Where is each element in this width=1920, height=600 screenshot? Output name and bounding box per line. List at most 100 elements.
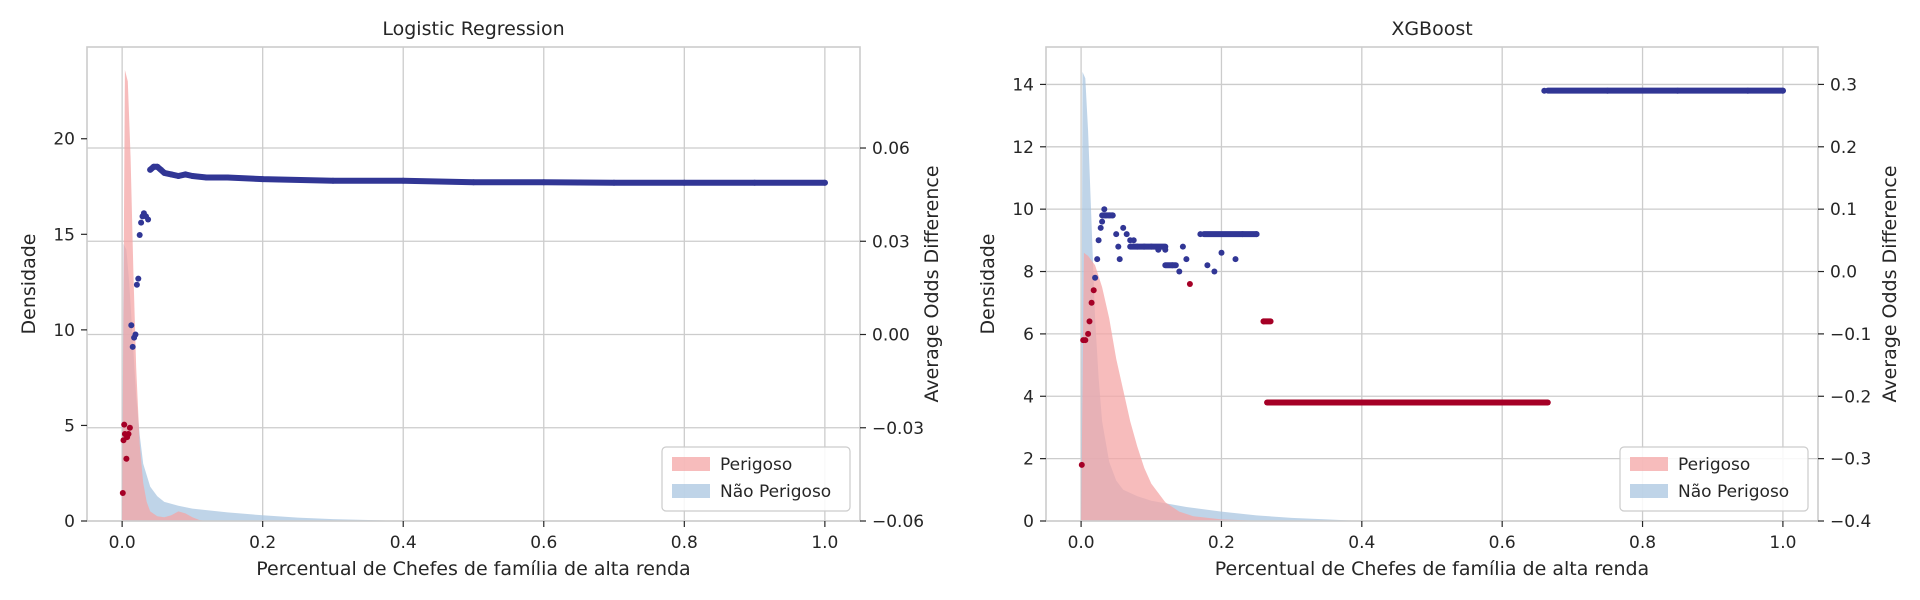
aod-point [1092,274,1099,281]
chart-xgboost: 0.0 0.2 0.4 0.6 0.8 1.0 0 2 4 6 8 10 12 14 −0.4 −0.3 −0.… [977,18,1901,580]
aod-point [1082,337,1089,344]
legend-label: Não Perigoso [720,482,831,502]
y-tick-label: 0 [1023,512,1034,532]
aod-point [1095,237,1102,244]
aod-point [1094,256,1101,263]
aod-point [1134,243,1141,250]
aod-point [224,174,231,181]
aod-point [1197,231,1204,238]
y-tick-label: 15 [53,225,75,245]
x-tick-label: 0.8 [1629,533,1656,553]
chart-title: Logistic Regression [382,18,564,40]
aod-point [1109,212,1116,219]
aod-point [145,216,152,223]
aod-point [681,179,688,186]
aod-point [1088,299,1095,306]
aod-point [136,232,143,238]
aod-point [1183,256,1190,263]
aod-point [1239,231,1246,238]
aod-point [1744,87,1751,94]
x-tick-label: 0.4 [1348,533,1375,553]
aod-point [1169,262,1176,269]
x-axis-label: Percentual de Chefes de família de alta … [256,558,690,580]
aod-point [1086,318,1093,325]
y2-tick-label: 0.1 [1830,200,1857,220]
aod-point [330,177,336,184]
legend-swatch [672,484,710,498]
aod-point [540,179,547,186]
aod-point [128,322,135,329]
aod-point [1232,256,1239,263]
aod-point [1130,237,1137,244]
y-axis-label: Densidade [18,234,40,335]
aod-point [138,219,145,226]
x-tick-label: 0.0 [1068,533,1095,553]
chart-logistic-regression: 0.0 0.2 0.4 0.6 0.8 1.0 0 5 10 15 20 −0.06 −0.03 0.00… [18,18,943,580]
y2-tick-label: −0.1 [1830,325,1871,345]
aod-line [147,163,828,186]
aod-point [1101,206,1108,213]
y-tick-label: 12 [1012,138,1034,158]
aod-point [1176,268,1183,275]
aod-point [1162,246,1169,253]
aod-point [1253,231,1260,238]
y2-tick-label: 0.03 [872,232,910,252]
aod-point [611,179,617,186]
x-tick-label: 0.6 [1489,533,1516,553]
x-tick-label: 0.4 [390,533,417,553]
y-tick-label: 5 [64,416,75,436]
aod-point [1186,281,1193,287]
x-tick-label: 0.2 [1208,533,1235,553]
y2-tick-label: −0.06 [872,512,924,532]
legend: Perigoso Não Perigoso [661,446,851,512]
x-tick-label: 0.8 [671,533,698,553]
aod-point [1097,224,1104,231]
y-tick-label: 2 [1023,450,1034,470]
y2-tick-label: 0.00 [872,326,910,346]
y2-tick-label: 0.3 [1830,75,1857,95]
y-tick-label: 10 [1012,200,1034,220]
aod-point [1155,246,1162,253]
aod-point [125,431,132,437]
aod-point [126,424,133,431]
x-tick-label: 1.0 [811,533,838,553]
x-axis-label: Percentual de Chefes de família de alta … [1215,558,1649,580]
aod-point [1541,87,1548,94]
aod-point [129,343,136,350]
aod-point [1090,287,1097,294]
aod-point [203,174,210,181]
aod-point [400,177,407,184]
y-tick-label: 0 [64,512,75,532]
x-tick-label: 0.2 [249,533,276,553]
density-area-perigoso [122,69,207,522]
density-area-nao-perigoso [122,243,404,521]
aod-point [182,171,189,178]
aod-point [161,169,168,176]
aod-point [1779,87,1786,94]
y2-tick-label: 0.06 [872,139,910,159]
aod-point [123,455,130,462]
aod-point [1534,399,1541,406]
y-axis-label: Densidade [977,234,999,335]
aod-point [821,179,828,186]
y2-tick-label: 0.2 [1830,138,1857,158]
aod-point [1179,243,1186,250]
aod-point [135,275,142,282]
y2-axis-label: Average Odds Difference [921,165,943,402]
aod-point [1115,243,1122,250]
aod-point [1260,318,1267,325]
aod-point [132,331,139,338]
aod-point [470,179,477,186]
aod-point [1267,399,1274,406]
aod-point [1099,218,1106,225]
y2-axis-label: Average Odds Difference [1879,165,1901,402]
y2-tick-label: −0.03 [872,419,924,439]
y-tick-label: 10 [53,321,75,341]
aod-point [1323,399,1330,406]
y-tick-label: 20 [53,130,75,150]
y2-tick-label: −0.3 [1830,450,1871,470]
y-tick-label: 6 [1023,325,1034,345]
aod-point [1148,243,1155,250]
density-area-perigoso [1081,252,1292,522]
